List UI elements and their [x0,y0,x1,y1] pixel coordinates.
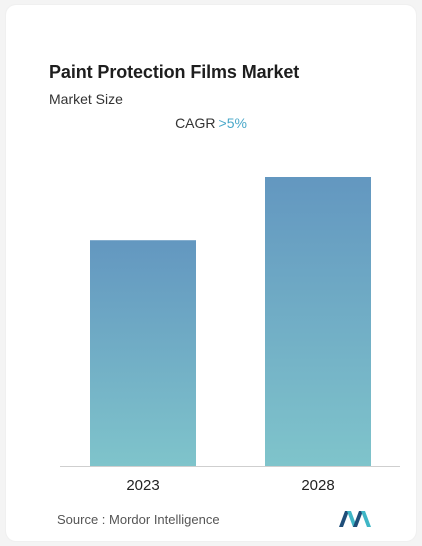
bars-group [90,177,371,466]
bar-2023 [90,240,196,466]
chart-title: Paint Protection Films Market [49,62,300,82]
chart-subtitle: Market Size [49,91,123,107]
bar-2028 [265,177,371,466]
x-tick-label-2023: 2023 [126,477,159,494]
cagr-value: >5% [218,115,247,131]
x-tick-labels: 2023 2028 [126,477,334,494]
mordor-intelligence-logo-icon [339,511,371,527]
cagr-annotation: CAGR >5% [0,115,422,131]
x-tick-label-2028: 2028 [301,477,334,494]
cagr-label: CAGR [175,115,216,131]
source-text: Source : Mordor Intelligence [57,512,220,527]
